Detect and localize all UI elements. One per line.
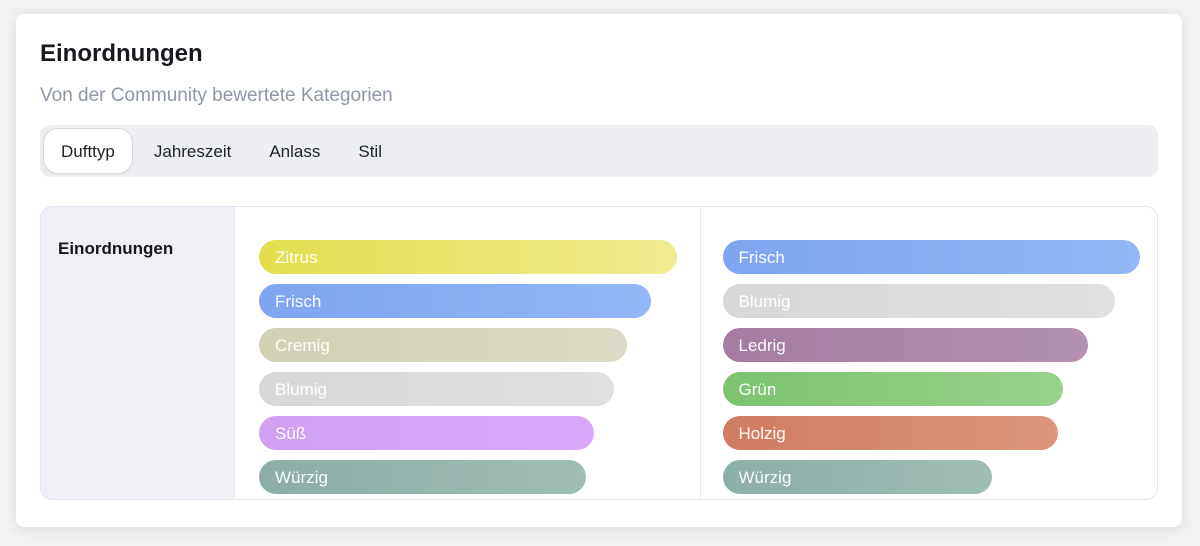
section-title: Einordnungen (40, 40, 203, 67)
category-bar-label: Würzig (275, 467, 328, 487)
sidebar-label: Einordnungen (58, 239, 174, 259)
category-bar-holzig[interactable]: Holzig (722, 416, 1059, 451)
tab-anlass[interactable]: Anlass (250, 128, 339, 174)
tab-jahreszeit[interactable]: Jahreszeit (135, 128, 250, 174)
category-bar-label: Cremig (275, 335, 330, 355)
category-bar-label: Frisch (738, 247, 785, 267)
category-bar-grün[interactable]: Grün (722, 372, 1064, 407)
category-bar-label: Frisch (275, 291, 322, 311)
category-bar-ledrig[interactable]: Ledrig (722, 328, 1088, 363)
category-bar-label: Blumig (738, 291, 791, 311)
category-bar-frisch[interactable]: Frisch (722, 240, 1140, 275)
category-bar-würzig[interactable]: Würzig (722, 460, 992, 495)
tab-dufttyp[interactable]: Dufttyp (43, 128, 133, 175)
category-bar-label: Süß (275, 423, 307, 443)
einordnungen-card: Einordnungen Von der Community bewertete… (16, 14, 1182, 527)
category-bar-frisch[interactable]: Frisch (259, 284, 652, 319)
tab-stil[interactable]: Stil (339, 128, 401, 174)
dufttyp-column-right: Frisch Blumig Ledrig Grün Holzig Würzig (699, 207, 1158, 500)
section-subtitle: Von der Community bewertete Kategorien (40, 84, 393, 106)
category-bar-label: Zitrus (275, 247, 318, 267)
category-bar-zitrus[interactable]: Zitrus (259, 240, 677, 275)
category-bar-label: Ledrig (738, 335, 786, 355)
category-bar-würzig[interactable]: Würzig (259, 460, 587, 495)
category-bar-label: Holzig (738, 423, 786, 443)
category-bar-blumig[interactable]: Blumig (722, 284, 1116, 319)
classification-panel: Einordnungen Zitrus Frisch Cremig Blumig Süß… (40, 206, 1158, 501)
category-bar-label: Würzig (738, 467, 792, 487)
category-bar-cremig[interactable]: Cremig (259, 328, 628, 363)
category-bar-blumig[interactable]: Blumig (259, 372, 615, 407)
category-bar-süß[interactable]: Süß (259, 416, 595, 451)
category-bar-label: Grün (738, 379, 777, 399)
dufttyp-column-left: Zitrus Frisch Cremig Blumig Süß Würzig (234, 207, 700, 500)
category-bar-label: Blumig (275, 379, 327, 399)
panel-sidebar: Einordnungen (41, 207, 234, 500)
category-tabbar: Dufttyp Jahreszeit Anlass Stil (40, 125, 1158, 178)
